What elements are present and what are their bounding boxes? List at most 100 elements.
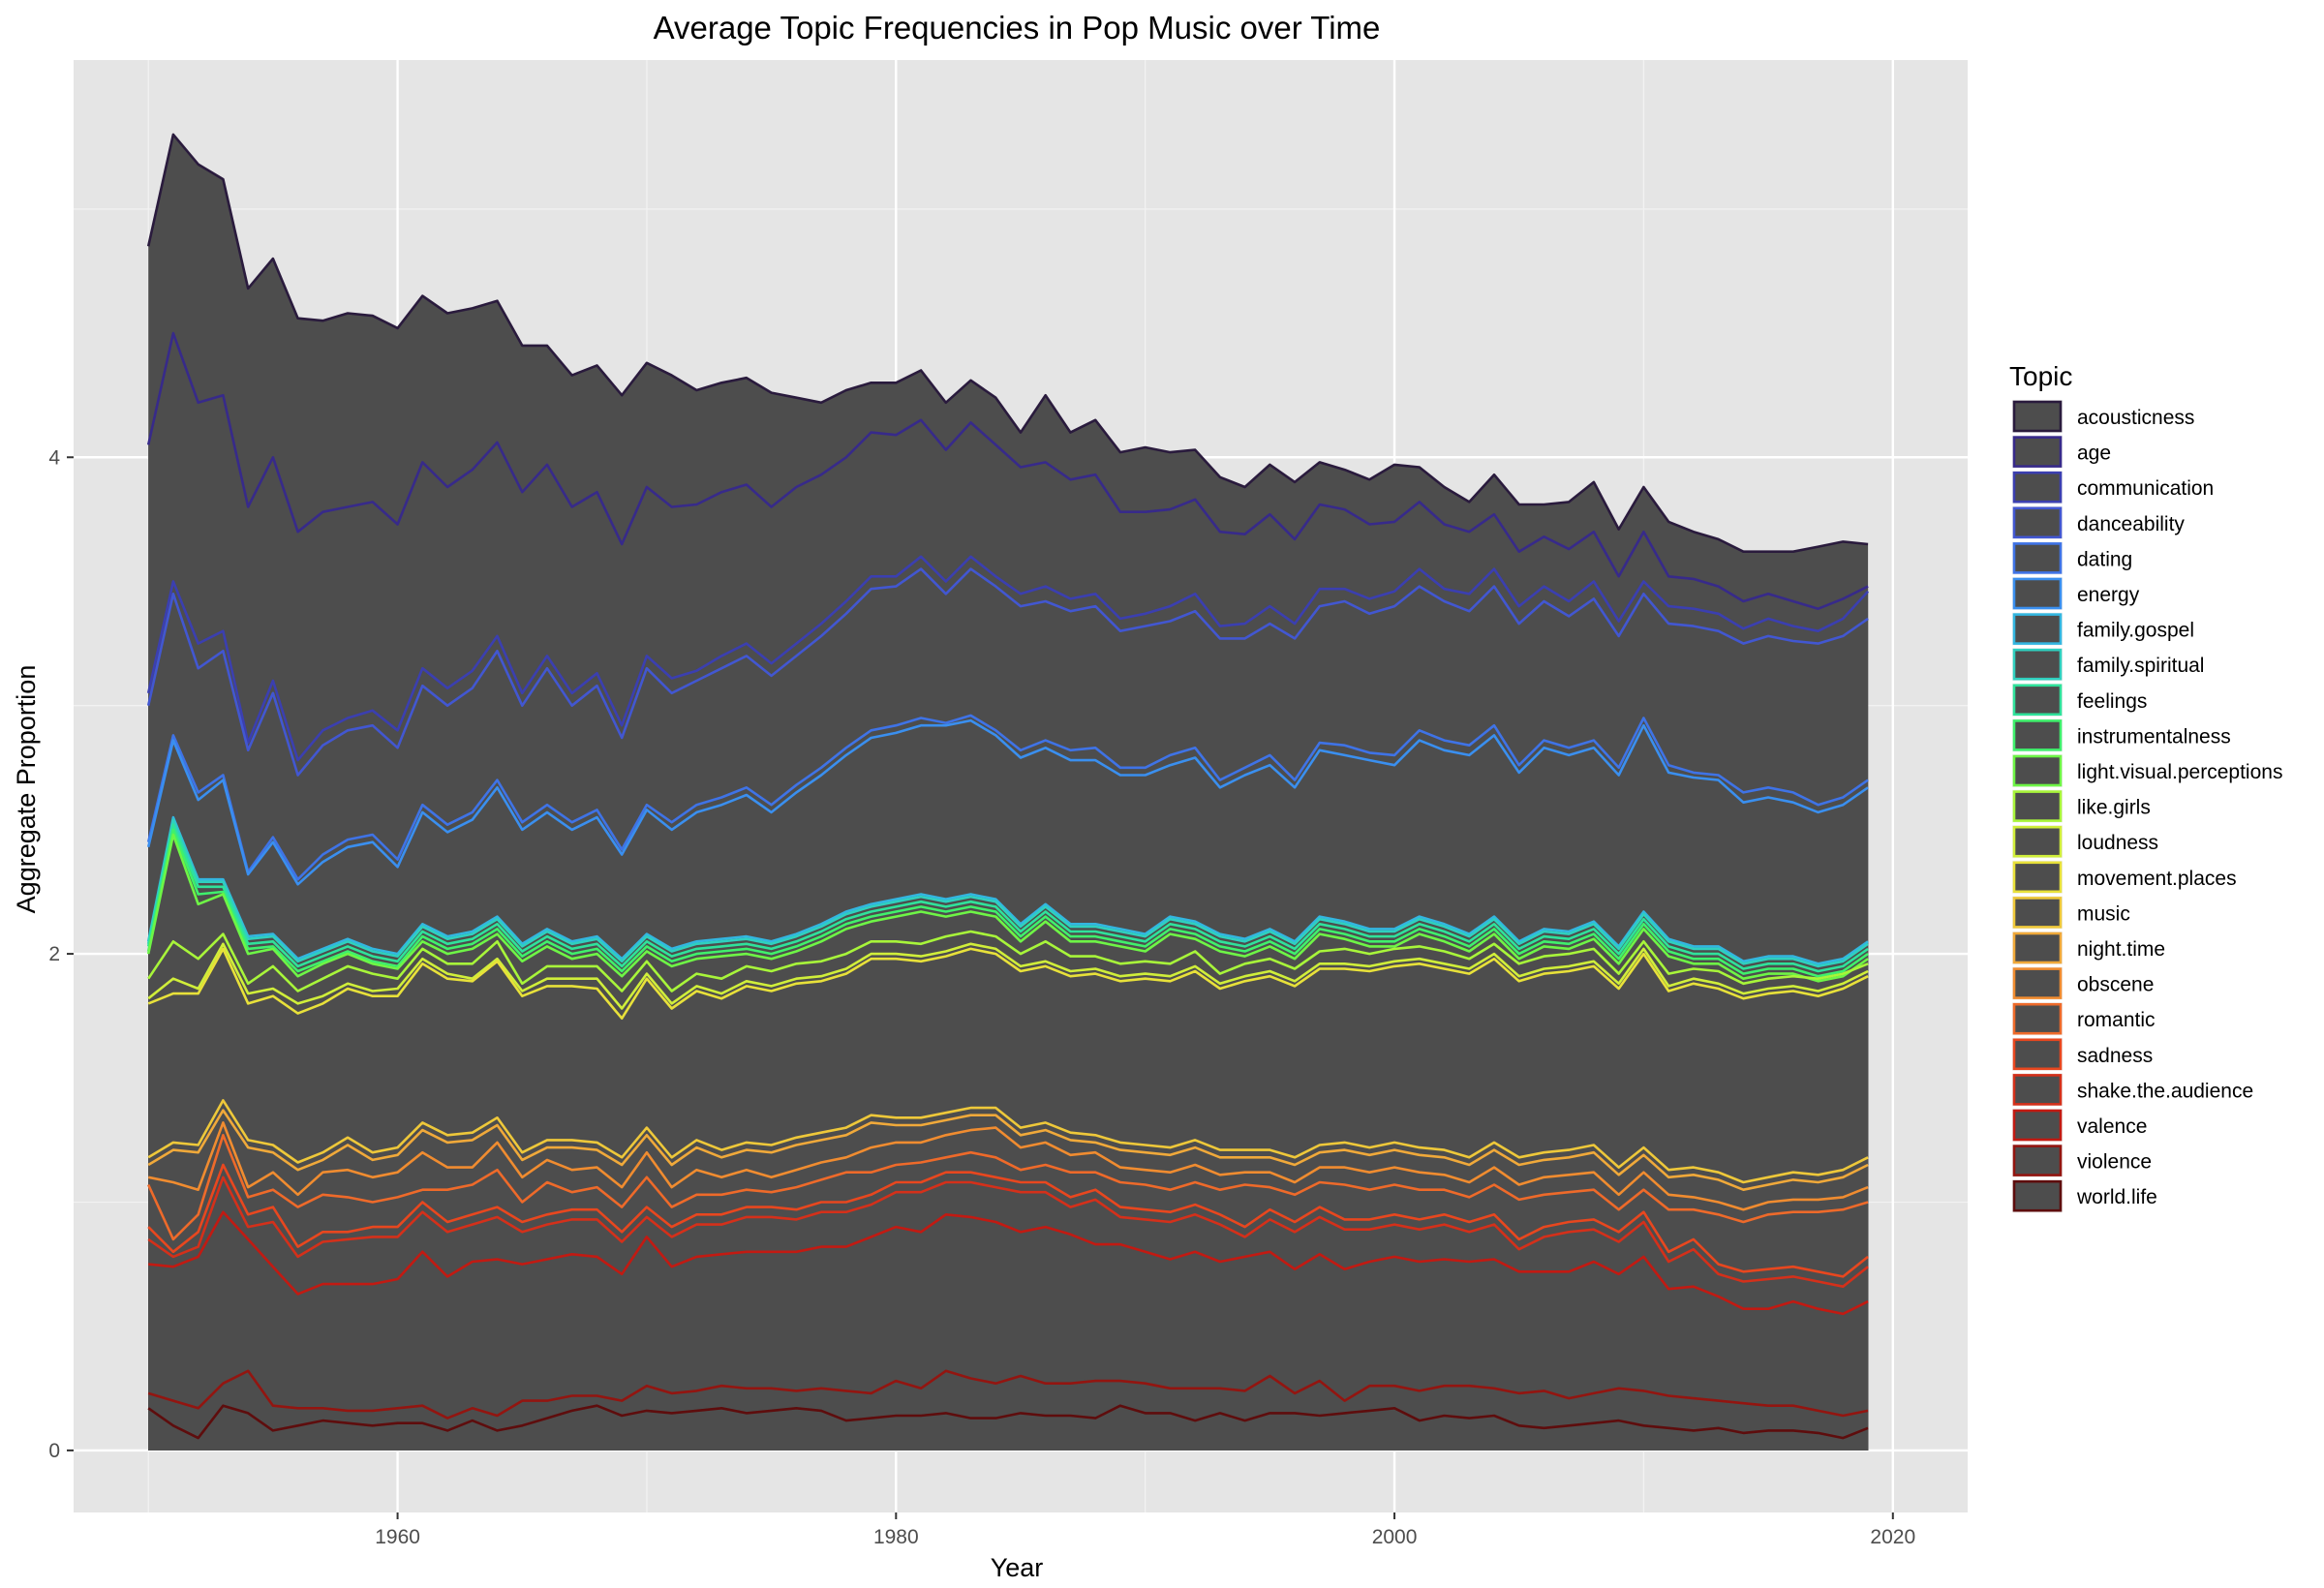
line-communication — [146, 555, 1870, 762]
x-tick-label: 1980 — [873, 1526, 919, 1548]
legend-label: shake.the.audience — [2077, 1080, 2253, 1102]
legend-title: Topic — [2009, 361, 2072, 391]
legend-label: energy — [2077, 584, 2140, 606]
legend-key — [2012, 931, 2063, 964]
legend-label: instrumentalness — [2077, 725, 2231, 748]
x-tick-label: 2020 — [1870, 1526, 1915, 1548]
line-movement-places — [147, 947, 1869, 1020]
legend-key — [2012, 471, 2063, 504]
line-instrumentalness — [146, 828, 1869, 978]
legend-key — [2012, 754, 2063, 787]
x-tick-labels: 1960 1980 2000 2020 — [375, 1526, 1915, 1548]
line-sadness — [147, 1163, 1869, 1278]
legend-label: family.spiritual — [2077, 655, 2204, 677]
legend-key — [2012, 1038, 2063, 1071]
legend-label: like.girls — [2077, 797, 2151, 819]
legend-item-family-gospel: family.gospel — [2012, 612, 2194, 646]
legend-label: communication — [2077, 477, 2214, 500]
line-dating — [146, 714, 1869, 881]
legend-item-energy: energy — [2012, 577, 2140, 610]
legend-item-loudness: loudness — [2012, 825, 2158, 859]
legend-key — [2012, 577, 2063, 610]
legend-key — [2012, 790, 2063, 822]
line-night-time — [147, 1109, 1869, 1191]
legend-item-night-time: night.time — [2012, 931, 2165, 964]
legend-item-movement-places: movement.places — [2012, 860, 2237, 894]
legend-label: feelings — [2077, 690, 2147, 713]
legend-key — [2012, 719, 2063, 751]
legend-item-sadness: sadness — [2012, 1037, 2153, 1071]
line-family-gospel — [146, 815, 1869, 965]
legend-label: obscene — [2077, 974, 2154, 996]
legend-key — [2012, 436, 2063, 468]
axis-ticks — [67, 456, 1894, 1519]
legend-key — [2012, 1074, 2063, 1106]
y-tick-label: 4 — [48, 446, 60, 469]
line-loudness — [147, 942, 1869, 1010]
legend-item-violence: violence — [2012, 1144, 2152, 1177]
line-age — [146, 331, 1869, 610]
area-world-life — [148, 1405, 1869, 1451]
legend-item-age: age — [2012, 435, 2111, 469]
line-family-spiritual — [146, 818, 1869, 968]
legend-label: violence — [2077, 1151, 2152, 1174]
legend-item-danceability: danceability — [2012, 505, 2185, 539]
legend-key — [2012, 648, 2063, 681]
legend-label: danceability — [2077, 513, 2185, 535]
legend-key — [2012, 506, 2063, 539]
y-tick-label: 2 — [48, 943, 60, 965]
legend-item-instrumentalness: instrumentalness — [2012, 718, 2231, 752]
legend-label: age — [2077, 443, 2111, 465]
line-obscene — [147, 1121, 1869, 1211]
legend-item-valence: valence — [2012, 1109, 2147, 1142]
line-like-girls — [147, 930, 1869, 992]
legend-item-obscene: obscene — [2012, 966, 2154, 1000]
legend-item-family-spiritual: family.spiritual — [2012, 648, 2204, 682]
legend-item-acousticness: acousticness — [2012, 400, 2194, 433]
legend-item-communication: communication — [2012, 471, 2214, 504]
line-energy — [146, 718, 1869, 886]
line-light-visual-perceptions — [146, 833, 1869, 983]
legend-label: family.gospel — [2077, 620, 2194, 642]
legend-item-like-girls: like.girls — [2012, 789, 2151, 823]
chart-title: Average Topic Frequencies in Pop Music o… — [654, 10, 1381, 46]
legend: Topic acousticness age communication dancea… — [2009, 361, 2282, 1213]
line-shake-the-audience — [147, 1176, 1869, 1288]
line-danceability — [146, 567, 1869, 777]
y-tick-labels: 0 2 4 — [48, 446, 60, 1462]
legend-label: loudness — [2077, 832, 2158, 854]
legend-key — [2012, 1002, 2063, 1035]
line-valence — [148, 1210, 1869, 1316]
line-feelings — [146, 823, 1869, 973]
legend-label: valence — [2077, 1115, 2147, 1138]
legend-label: romantic — [2077, 1009, 2156, 1031]
line-violence — [147, 1369, 1869, 1420]
legend-label: sadness — [2077, 1045, 2153, 1067]
legend-key — [2012, 400, 2063, 433]
x-tick-label: 1960 — [375, 1526, 420, 1548]
legend-label: acousticness — [2077, 407, 2194, 429]
y-tick-label: 0 — [48, 1440, 60, 1462]
legend-key — [2012, 897, 2063, 929]
legend-label: music — [2077, 902, 2130, 925]
legend-item-world-life: world.life — [2012, 1179, 2157, 1213]
line-acousticness — [146, 133, 1869, 553]
legend-item-music: music — [2012, 896, 2130, 930]
x-axis-title: Year — [991, 1553, 1044, 1582]
legend-key — [2012, 861, 2063, 894]
legend-key — [2012, 613, 2063, 645]
line-romantic — [147, 1134, 1869, 1241]
legend-label: night.time — [2077, 938, 2165, 961]
legend-items: acousticness age communication danceability… — [2012, 400, 2282, 1213]
legend-item-shake-the-audience: shake.the.audience — [2012, 1073, 2253, 1107]
legend-item-dating: dating — [2012, 541, 2132, 575]
series-lines — [146, 133, 1870, 1440]
legend-label: world.life — [2076, 1186, 2157, 1208]
legend-key — [2012, 967, 2063, 999]
legend-key — [2012, 1179, 2063, 1212]
y-axis-title: Aggregate Proportion — [12, 665, 41, 914]
legend-item-light-visual-perceptions: light.visual.perceptions — [2012, 754, 2282, 787]
legend-key — [2012, 825, 2063, 858]
line-world-life — [147, 1404, 1869, 1440]
